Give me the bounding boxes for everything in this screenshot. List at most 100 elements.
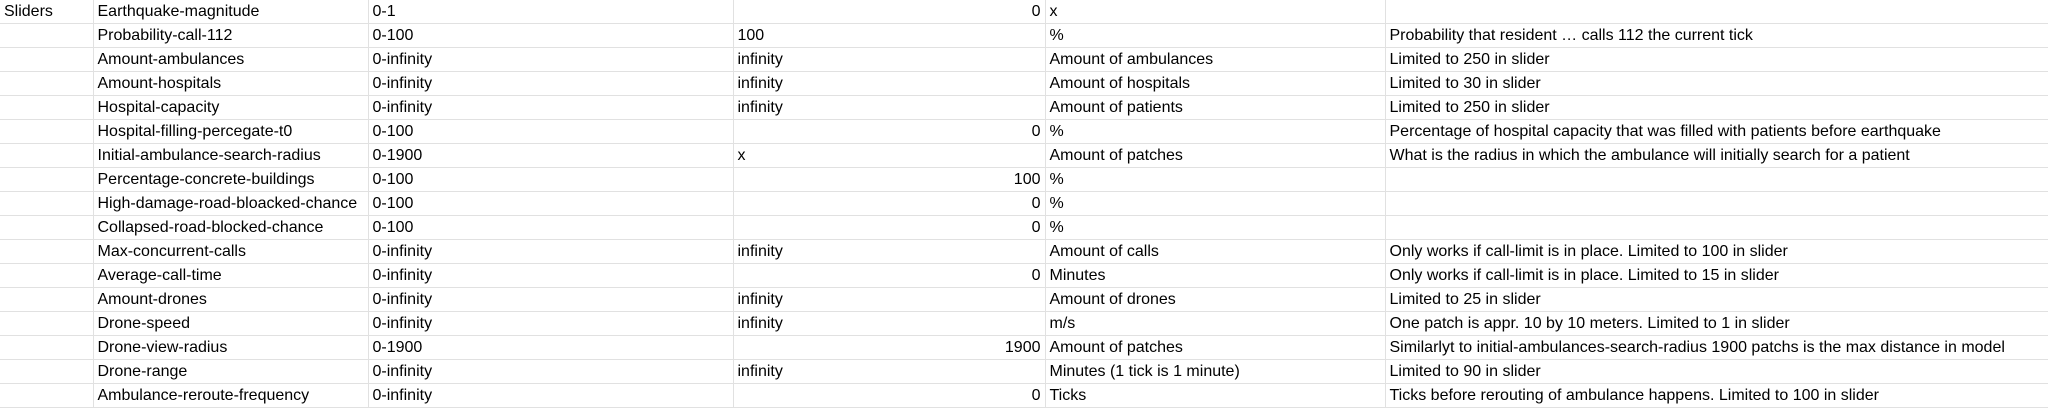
value-cell[interactable]: 100 bbox=[733, 167, 1046, 192]
note-cell[interactable]: What is the radius in which the ambulanc… bbox=[1385, 143, 2048, 168]
value-cell[interactable]: 100 bbox=[733, 23, 1046, 48]
unit-cell[interactable]: Minutes (1 tick is 1 minute) bbox=[1045, 359, 1386, 384]
note-cell[interactable]: Limited to 250 in slider bbox=[1385, 95, 2048, 120]
range-cell[interactable]: 0-infinity bbox=[368, 71, 734, 96]
parameter-name-cell[interactable]: Amount-hospitals bbox=[93, 71, 369, 96]
parameter-name-cell[interactable]: Amount-drones bbox=[93, 287, 369, 312]
note-cell[interactable]: One patch is appr. 10 by 10 meters. Limi… bbox=[1385, 311, 2048, 336]
unit-cell[interactable]: Amount of patches bbox=[1045, 143, 1386, 168]
unit-cell[interactable]: Amount of ambulances bbox=[1045, 47, 1386, 72]
value-cell[interactable]: 0 bbox=[733, 215, 1046, 240]
note-cell[interactable]: Percentage of hospital capacity that was… bbox=[1385, 119, 2048, 144]
section-cell[interactable] bbox=[0, 191, 94, 216]
range-cell[interactable]: 0-infinity bbox=[368, 239, 734, 264]
section-cell[interactable] bbox=[0, 311, 94, 336]
parameter-name-cell[interactable]: Drone-view-radius bbox=[93, 335, 369, 360]
note-cell[interactable]: Limited to 90 in slider bbox=[1385, 359, 2048, 384]
note-cell[interactable]: Limited to 25 in slider bbox=[1385, 287, 2048, 312]
note-cell[interactable] bbox=[1385, 191, 2048, 216]
range-cell[interactable]: 0-infinity bbox=[368, 287, 734, 312]
value-cell[interactable]: 0 bbox=[733, 383, 1046, 408]
value-cell[interactable]: 1900 bbox=[733, 335, 1046, 360]
section-cell[interactable] bbox=[0, 359, 94, 384]
unit-cell[interactable]: % bbox=[1045, 119, 1386, 144]
parameter-name-cell[interactable]: Hospital-filling-percegate-t0 bbox=[93, 119, 369, 144]
section-cell[interactable] bbox=[0, 71, 94, 96]
value-cell[interactable]: 0 bbox=[733, 263, 1046, 288]
range-cell[interactable]: 0-infinity bbox=[368, 359, 734, 384]
unit-cell[interactable]: % bbox=[1045, 23, 1386, 48]
section-cell[interactable] bbox=[0, 47, 94, 72]
section-cell[interactable] bbox=[0, 119, 94, 144]
value-cell[interactable]: infinity bbox=[733, 287, 1046, 312]
value-cell[interactable]: infinity bbox=[733, 239, 1046, 264]
parameter-name-cell[interactable]: Hospital-capacity bbox=[93, 95, 369, 120]
parameter-name-cell[interactable]: Initial-ambulance-search-radius bbox=[93, 143, 369, 168]
note-cell[interactable] bbox=[1385, 167, 2048, 192]
unit-cell[interactable]: % bbox=[1045, 191, 1386, 216]
value-cell[interactable]: infinity bbox=[733, 311, 1046, 336]
range-cell[interactable]: 0-1900 bbox=[368, 143, 734, 168]
range-cell[interactable]: 0-infinity bbox=[368, 95, 734, 120]
parameter-name-cell[interactable]: Drone-speed bbox=[93, 311, 369, 336]
parameter-name-cell[interactable]: Probability-call-112 bbox=[93, 23, 369, 48]
value-cell[interactable]: infinity bbox=[733, 359, 1046, 384]
range-cell[interactable]: 0-100 bbox=[368, 215, 734, 240]
range-cell[interactable]: 0-100 bbox=[368, 23, 734, 48]
note-cell[interactable]: Limited to 250 in slider bbox=[1385, 47, 2048, 72]
note-cell[interactable] bbox=[1385, 215, 2048, 240]
parameter-name-cell[interactable]: High-damage-road-bloacked-chance bbox=[93, 191, 369, 216]
value-cell[interactable]: 0 bbox=[733, 191, 1046, 216]
unit-cell[interactable]: % bbox=[1045, 167, 1386, 192]
unit-cell[interactable]: % bbox=[1045, 215, 1386, 240]
range-cell[interactable]: 0-infinity bbox=[368, 311, 734, 336]
parameter-name-cell[interactable]: Drone-range bbox=[93, 359, 369, 384]
parameter-name-cell[interactable]: Amount-ambulances bbox=[93, 47, 369, 72]
range-cell[interactable]: 0-1900 bbox=[368, 335, 734, 360]
note-cell[interactable]: Similarlyt to initial-ambulances-search-… bbox=[1385, 335, 2048, 360]
unit-cell[interactable]: Amount of patches bbox=[1045, 335, 1386, 360]
range-cell[interactable]: 0-100 bbox=[368, 119, 734, 144]
range-cell[interactable]: 0-infinity bbox=[368, 263, 734, 288]
note-cell[interactable]: Limited to 30 in slider bbox=[1385, 71, 2048, 96]
value-cell[interactable]: infinity bbox=[733, 47, 1046, 72]
parameter-name-cell[interactable]: Earthquake-magnitude bbox=[93, 0, 369, 24]
range-cell[interactable]: 0-infinity bbox=[368, 383, 734, 408]
note-cell[interactable]: Probability that resident … calls 112 th… bbox=[1385, 23, 2048, 48]
section-cell[interactable] bbox=[0, 263, 94, 288]
parameter-name-cell[interactable]: Collapsed-road-blocked-chance bbox=[93, 215, 369, 240]
section-cell[interactable] bbox=[0, 23, 94, 48]
value-cell[interactable]: infinity bbox=[733, 71, 1046, 96]
section-cell[interactable] bbox=[0, 239, 94, 264]
unit-cell[interactable]: x bbox=[1045, 0, 1386, 24]
value-cell[interactable]: 0 bbox=[733, 0, 1046, 24]
section-cell[interactable] bbox=[0, 383, 94, 408]
section-cell[interactable] bbox=[0, 167, 94, 192]
parameter-name-cell[interactable]: Average-call-time bbox=[93, 263, 369, 288]
note-cell[interactable]: Only works if call-limit is in place. Li… bbox=[1385, 239, 2048, 264]
unit-cell[interactable]: Amount of patients bbox=[1045, 95, 1386, 120]
parameter-name-cell[interactable]: Max-concurrent-calls bbox=[93, 239, 369, 264]
section-cell[interactable] bbox=[0, 335, 94, 360]
section-cell[interactable] bbox=[0, 143, 94, 168]
range-cell[interactable]: 0-100 bbox=[368, 191, 734, 216]
unit-cell[interactable]: m/s bbox=[1045, 311, 1386, 336]
range-cell[interactable]: 0-100 bbox=[368, 167, 734, 192]
section-cell[interactable] bbox=[0, 95, 94, 120]
unit-cell[interactable]: Amount of calls bbox=[1045, 239, 1386, 264]
parameter-name-cell[interactable]: Percentage-concrete-buildings bbox=[93, 167, 369, 192]
unit-cell[interactable]: Amount of drones bbox=[1045, 287, 1386, 312]
parameter-name-cell[interactable]: Ambulance-reroute-frequency bbox=[93, 383, 369, 408]
value-cell[interactable]: infinity bbox=[733, 95, 1046, 120]
section-cell[interactable] bbox=[0, 215, 94, 240]
section-cell[interactable] bbox=[0, 287, 94, 312]
section-cell[interactable]: Sliders bbox=[0, 0, 94, 24]
range-cell[interactable]: 0-1 bbox=[368, 0, 734, 24]
note-cell[interactable]: Only works if call-limit is in place. Li… bbox=[1385, 263, 2048, 288]
note-cell[interactable]: Ticks before rerouting of ambulance happ… bbox=[1385, 383, 2048, 408]
value-cell[interactable]: 0 bbox=[733, 119, 1046, 144]
value-cell[interactable]: x bbox=[733, 143, 1046, 168]
note-cell[interactable] bbox=[1385, 0, 2048, 24]
unit-cell[interactable]: Ticks bbox=[1045, 383, 1386, 408]
unit-cell[interactable]: Minutes bbox=[1045, 263, 1386, 288]
